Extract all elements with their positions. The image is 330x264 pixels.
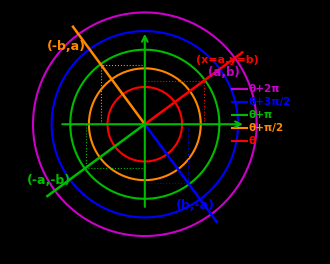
Text: (a,b): (a,b) (209, 66, 240, 79)
Text: θ+2π: θ+2π (249, 83, 280, 93)
Text: (b,-a): (b,-a) (176, 199, 215, 212)
Text: (-b,a): (-b,a) (47, 40, 86, 53)
Text: θ+3π/2: θ+3π/2 (249, 97, 291, 107)
Text: (-a,-b): (-a,-b) (27, 174, 71, 187)
Text: θ+π: θ+π (249, 110, 273, 120)
Text: θ+π/2: θ+π/2 (249, 123, 284, 133)
Text: θ: θ (249, 136, 256, 146)
Text: (x=a,y=b): (x=a,y=b) (196, 55, 259, 65)
